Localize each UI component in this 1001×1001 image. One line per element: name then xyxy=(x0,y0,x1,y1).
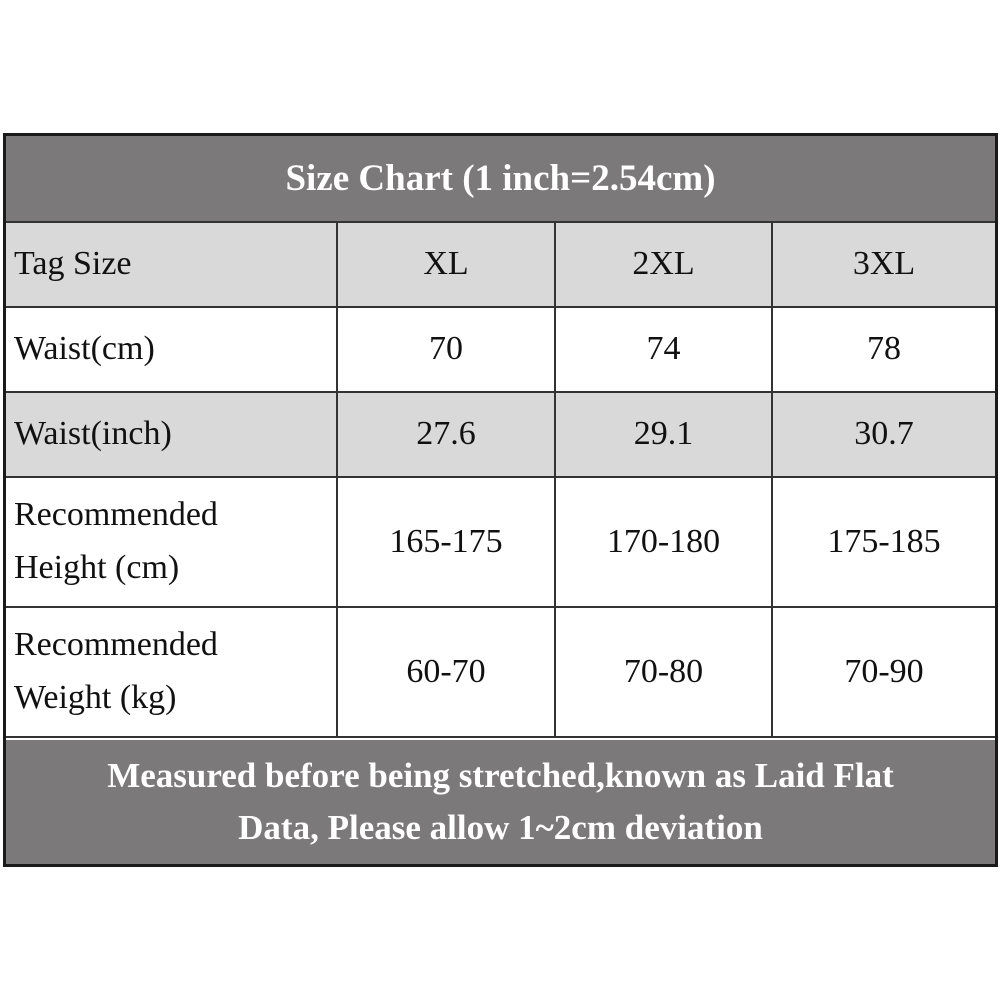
header-cell: Tag Size xyxy=(6,223,338,308)
row-label: Recommended Weight (kg) xyxy=(6,608,338,738)
size-table: Tag Size XL 2XL 3XL Waist(cm) 70 74 78 Waist(inc… xyxy=(6,223,995,738)
table-cell: 70-80 xyxy=(556,608,773,738)
header-cell: XL xyxy=(338,223,556,308)
size-chart: Size Chart (1 inch=2.54cm) Tag Size XL 2XL… xyxy=(3,133,998,867)
table-cell: 27.6 xyxy=(338,393,556,478)
table-cell: 78 xyxy=(773,308,995,393)
table-cell: 170-180 xyxy=(556,478,773,608)
header-cell: 2XL xyxy=(556,223,773,308)
table-cell: 70 xyxy=(338,308,556,393)
table-cell: 29.1 xyxy=(556,393,773,478)
row-label: Waist(inch) xyxy=(6,393,338,478)
table-cell: 70-90 xyxy=(773,608,995,738)
table-cell: 60-70 xyxy=(338,608,556,738)
table-cell: 74 xyxy=(556,308,773,393)
table-cell: 175-185 xyxy=(773,478,995,608)
table-cell: 165-175 xyxy=(338,478,556,608)
chart-title: Size Chart (1 inch=2.54cm) xyxy=(6,136,995,223)
table-cell: 30.7 xyxy=(773,393,995,478)
row-label: Recommended Height (cm) xyxy=(6,478,338,608)
footer-note: Measured before being stretched,known as… xyxy=(6,740,995,864)
row-label: Waist(cm) xyxy=(6,308,338,393)
header-cell: 3XL xyxy=(773,223,995,308)
